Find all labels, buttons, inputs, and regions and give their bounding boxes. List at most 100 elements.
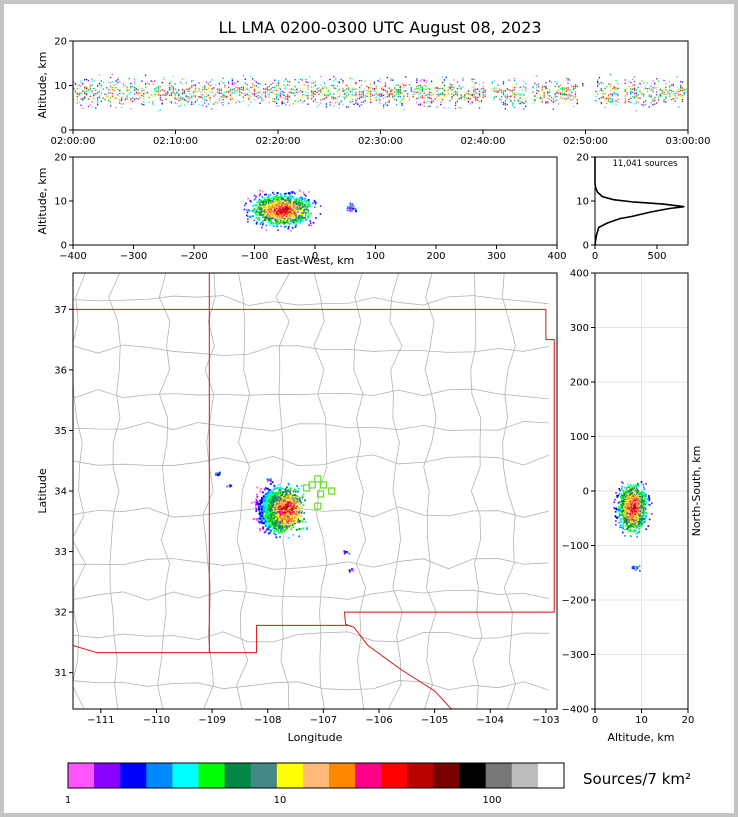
ew-altitude-source xyxy=(266,211,269,214)
time-altitude-source xyxy=(403,84,405,86)
time-altitude-source xyxy=(565,99,567,101)
ew-altitude-source xyxy=(266,216,269,219)
ew-altitude-source xyxy=(349,210,352,212)
time-altitude-source xyxy=(277,87,280,89)
time-altitude-source xyxy=(552,89,554,92)
plan-view-source xyxy=(298,521,301,524)
time-altitude-source xyxy=(364,96,366,99)
time-altitude-source xyxy=(108,92,110,94)
time-altitude-source xyxy=(392,79,394,81)
time-altitude-source xyxy=(565,77,567,79)
time-altitude-source xyxy=(320,89,322,92)
time-altitude-source xyxy=(386,104,388,106)
time-altitude-source xyxy=(211,108,213,110)
plan-view-source xyxy=(280,519,283,522)
time-altitude-source xyxy=(410,89,412,91)
time-altitude-source xyxy=(119,89,121,91)
time-altitude-source xyxy=(368,93,370,96)
time-altitude-source xyxy=(418,97,420,99)
ew-altitude-source xyxy=(284,199,287,201)
ew-altitude-source xyxy=(270,212,273,215)
time-altitude-source xyxy=(534,95,536,97)
ew-altitude-source xyxy=(270,214,272,217)
time-altitude-source xyxy=(598,98,601,100)
time-altitude-source xyxy=(423,105,425,107)
time-altitude-source xyxy=(180,104,182,107)
ew-altitude-source xyxy=(301,214,303,217)
time-altitude-source xyxy=(180,96,182,98)
time-altitude-source xyxy=(556,99,558,101)
time-altitude-source xyxy=(283,80,285,82)
time-altitude-source xyxy=(180,98,182,100)
time-altitude-source xyxy=(264,83,267,85)
ew-altitude-source xyxy=(303,198,305,200)
time-altitude-source xyxy=(130,98,132,100)
time-altitude-source xyxy=(100,100,102,103)
time-altitude-source xyxy=(178,99,180,102)
ew-altitude-source xyxy=(269,224,271,227)
time-altitude-source xyxy=(525,89,527,91)
time-altitude-source xyxy=(143,89,145,92)
plan-view-source xyxy=(261,504,263,507)
plan-view-source xyxy=(271,505,274,507)
time-altitude-source xyxy=(427,96,429,99)
time-altitude-source xyxy=(545,102,547,104)
plan-view-source xyxy=(284,490,287,493)
time-altitude-source xyxy=(331,96,333,98)
time-altitude-source xyxy=(674,95,676,97)
ew-altitude-xtick-label: −300 xyxy=(120,251,147,262)
plan-view-source xyxy=(272,492,274,495)
time-altitude-source xyxy=(141,80,143,82)
ew-altitude-source xyxy=(275,205,277,208)
time-altitude-source xyxy=(506,98,508,100)
time-altitude-source xyxy=(399,92,401,94)
plan-view-source xyxy=(274,487,277,490)
plan-view-source xyxy=(282,495,285,498)
time-altitude-source xyxy=(347,89,350,91)
ew-altitude-source xyxy=(290,210,293,212)
plan-view-source xyxy=(261,514,263,517)
time-altitude-source xyxy=(122,103,125,105)
time-altitude-source xyxy=(318,90,320,92)
ew-altitude-source xyxy=(289,215,291,218)
time-altitude-source xyxy=(84,86,86,89)
time-altitude-source xyxy=(501,99,503,101)
county-line xyxy=(73,558,549,570)
time-altitude-source xyxy=(255,95,257,98)
time-altitude-source xyxy=(545,100,547,103)
plan-view-source xyxy=(262,495,265,498)
plan-view-source xyxy=(259,490,262,493)
ew-altitude-source xyxy=(319,213,322,215)
time-altitude-source xyxy=(462,77,464,79)
ew-altitude-source xyxy=(294,205,297,208)
time-altitude-source xyxy=(143,93,145,95)
ew-altitude-source xyxy=(258,194,261,197)
time-altitude-source xyxy=(311,98,313,100)
time-altitude-source xyxy=(654,97,656,99)
ew-altitude-source xyxy=(275,220,277,223)
ew-altitude-source xyxy=(262,222,265,225)
ew-altitude-source xyxy=(354,208,357,210)
time-altitude-source xyxy=(366,95,368,97)
time-altitude-source xyxy=(264,88,267,90)
time-altitude-source xyxy=(508,89,510,91)
time-altitude-source xyxy=(403,108,405,111)
county-line xyxy=(502,273,516,709)
plan-view-source xyxy=(290,526,293,529)
ew-altitude-source xyxy=(293,202,296,205)
plan-view-source xyxy=(304,521,307,523)
ew-altitude-source xyxy=(287,227,290,230)
ew-altitude-source xyxy=(300,204,302,207)
ew-altitude-source xyxy=(255,214,257,216)
time-altitude-source xyxy=(473,91,475,94)
ew-altitude-source xyxy=(297,220,299,223)
time-altitude-source xyxy=(172,75,174,78)
ew-altitude-source xyxy=(282,204,284,207)
time-altitude-source xyxy=(181,97,184,99)
plan-view-source xyxy=(289,490,292,493)
plan-view-source xyxy=(288,523,291,526)
time-altitude-source xyxy=(670,91,673,93)
time-altitude-source xyxy=(340,100,342,102)
plan-view-source xyxy=(281,502,284,505)
